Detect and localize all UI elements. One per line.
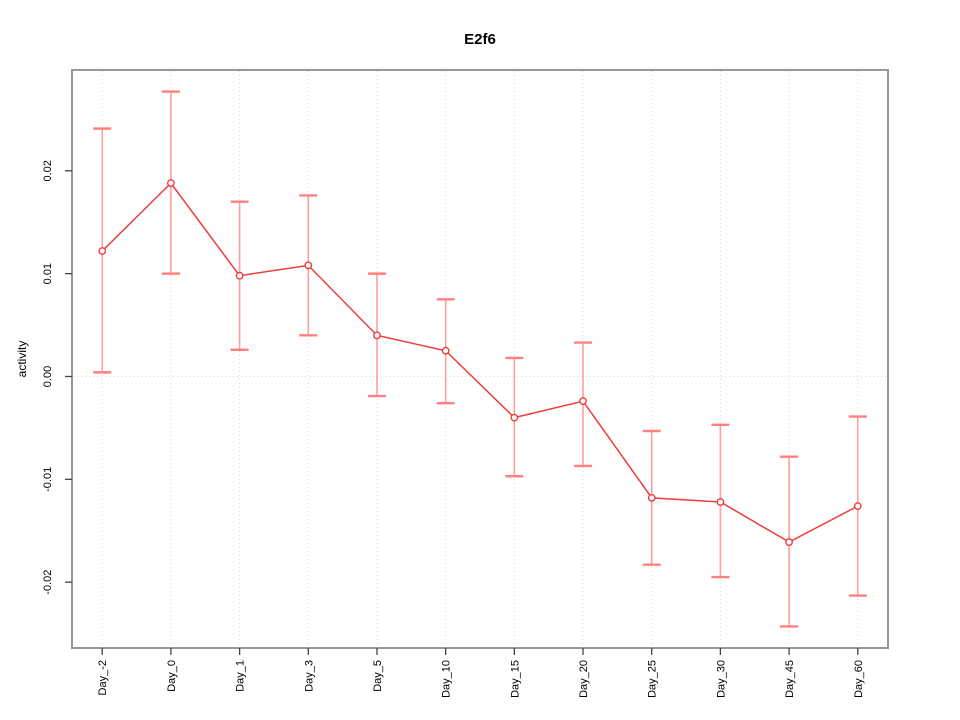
x-axis-tick-label: Day_15 [509, 660, 521, 698]
y-axis-label: activity [15, 341, 29, 378]
data-point [235, 271, 244, 280]
data-point [441, 346, 450, 355]
chart-title: E2f6 [464, 31, 496, 48]
y-axis-tick-label: 0.00 [42, 366, 54, 387]
y-axis-tick-label: -0.02 [42, 570, 54, 595]
y-axis-tick-label: -0.01 [42, 467, 54, 492]
data-point [373, 331, 381, 340]
data-line [101, 181, 859, 543]
y-axis-tick-label: 0.02 [42, 160, 54, 181]
data-point [304, 261, 313, 270]
data-point [716, 498, 725, 506]
data-point [167, 179, 175, 188]
x-axis-tick-label: Day_25 [647, 660, 659, 698]
x-axis-tick-label: Day_3 [303, 660, 315, 692]
data-point [647, 493, 656, 502]
x-axis-tick-label: Day_30 [715, 660, 727, 698]
data-point [98, 247, 107, 255]
x-axis-tick-label: Day_-2 [97, 660, 109, 695]
data-point [785, 538, 793, 546]
data-point [510, 413, 519, 422]
data-point [579, 397, 587, 406]
x-axis-tick-label: Day_10 [441, 660, 453, 698]
plot-box [71, 69, 889, 649]
x-axis-tick-label: Day_20 [578, 660, 590, 698]
x-axis-tick-label: Day_5 [372, 660, 384, 692]
x-axis-tick-label: Day_45 [784, 660, 796, 698]
y-axis-tick-label: 0.01 [42, 263, 54, 284]
x-axis-tick-label: Day_0 [166, 660, 178, 692]
data-point [853, 502, 862, 510]
x-axis-tick-label: Day_1 [235, 660, 247, 692]
x-axis-tick-label: Day_60 [853, 660, 865, 698]
